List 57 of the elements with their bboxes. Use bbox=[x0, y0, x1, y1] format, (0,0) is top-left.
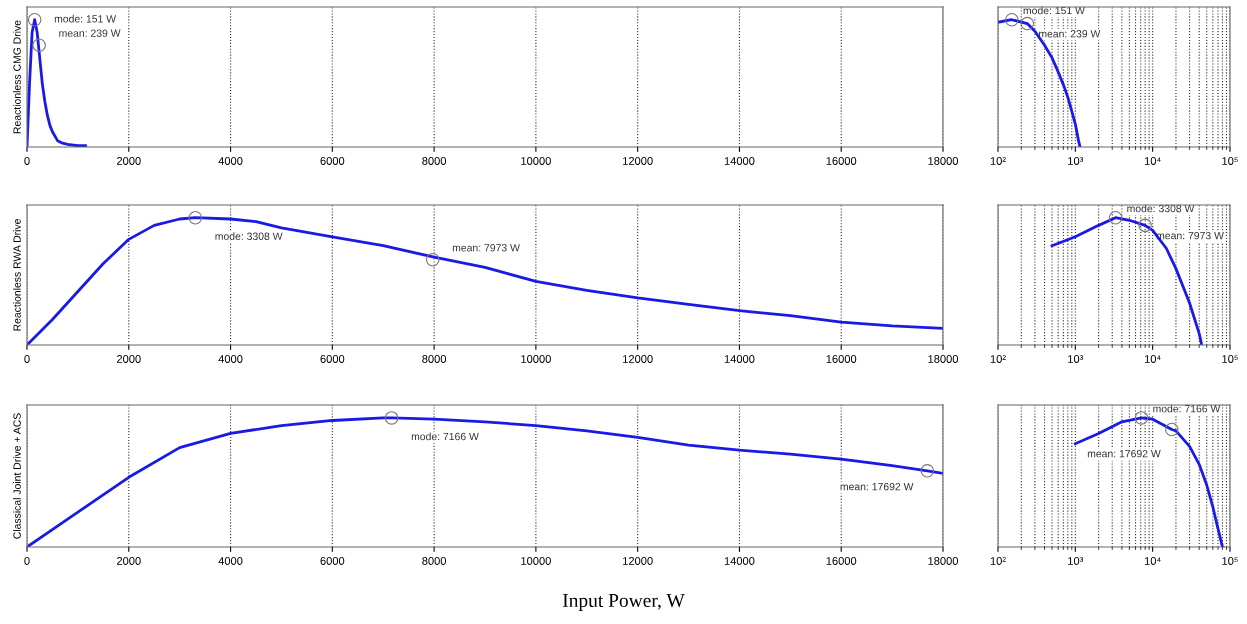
x-tick-label: 4000 bbox=[218, 157, 243, 165]
x-tick-label: 4000 bbox=[218, 355, 243, 363]
x-tick-label: 10³ bbox=[1068, 157, 1084, 165]
annotation: mean: 239 W bbox=[1039, 30, 1101, 38]
x-tick-label: 10⁴ bbox=[1144, 355, 1161, 363]
x-tick-label: 10³ bbox=[1068, 355, 1084, 363]
x-tick-label: 10000 bbox=[521, 557, 551, 565]
annotation: mean: 7973 W bbox=[452, 244, 520, 252]
x-tick-label: 0 bbox=[24, 557, 30, 565]
x-tick-label: 14000 bbox=[724, 557, 755, 565]
x-tick-label: 10⁴ bbox=[1144, 157, 1161, 165]
annotation: mode: 7166 W bbox=[1153, 404, 1221, 413]
annotation: mode: 3308 W bbox=[1127, 204, 1195, 213]
x-tick-label: 2000 bbox=[116, 355, 141, 363]
x-tick-label: 10² bbox=[990, 157, 1006, 165]
x-tick-label: 14000 bbox=[724, 355, 755, 363]
x-tick-label: 0 bbox=[24, 355, 30, 363]
x-tick-label: 14000 bbox=[724, 157, 755, 165]
x-tick-label: 16000 bbox=[826, 157, 857, 165]
x-tick-label: 18000 bbox=[928, 557, 959, 565]
x-tick-label: 6000 bbox=[320, 157, 345, 165]
x-tick-label: 10⁵ bbox=[1222, 355, 1238, 363]
x-tick-label: 8000 bbox=[422, 355, 447, 363]
annotation: mode: 7166 W bbox=[411, 432, 479, 441]
x-tick-label: 10000 bbox=[521, 157, 551, 165]
x-tick-label: 18000 bbox=[928, 355, 959, 363]
x-tick-label: 2000 bbox=[116, 557, 141, 565]
x-tick-label: 18000 bbox=[928, 157, 959, 165]
y-axis-title: Reactionless RWA Drive bbox=[13, 219, 21, 331]
x-tick-label: 6000 bbox=[320, 557, 345, 565]
x-tick-label: 10³ bbox=[1068, 557, 1084, 565]
x-tick-label: 10⁴ bbox=[1144, 557, 1161, 565]
x-tick-label: 10² bbox=[990, 355, 1006, 363]
y-axis-title: Classical Joint Drive + ACS bbox=[13, 413, 21, 539]
x-tick-label: 10⁵ bbox=[1222, 157, 1238, 165]
annotation: mean: 17692 W bbox=[1087, 449, 1161, 458]
x-tick-label: 6000 bbox=[320, 355, 345, 363]
annotation: mean: 17692 W bbox=[840, 482, 914, 491]
x-tick-label: 0 bbox=[24, 157, 30, 165]
x-tick-label: 12000 bbox=[623, 157, 653, 165]
x-tick-label: 12000 bbox=[623, 557, 653, 565]
annotation: mean: 239 W bbox=[59, 29, 121, 37]
annotation: mode: 151 W bbox=[54, 14, 117, 23]
x-tick-label: 2000 bbox=[116, 157, 141, 165]
x-tick-label: 4000 bbox=[218, 557, 243, 565]
x-tick-label: 8000 bbox=[422, 157, 447, 165]
annotation: mode: 151 W bbox=[1023, 6, 1085, 15]
x-tick-label: 10² bbox=[990, 557, 1006, 565]
x-axis-title: Input Power, W bbox=[562, 594, 685, 611]
x-tick-label: 8000 bbox=[422, 557, 447, 565]
x-tick-label: 10⁵ bbox=[1222, 557, 1238, 565]
x-tick-label: 16000 bbox=[826, 557, 857, 565]
y-axis-title: Reactionless CMG Drive bbox=[13, 20, 21, 134]
annotation: mode: 3308 W bbox=[215, 232, 283, 240]
x-tick-label: 10000 bbox=[521, 355, 551, 363]
x-tick-label: 12000 bbox=[623, 355, 653, 363]
x-tick-label: 16000 bbox=[826, 355, 857, 363]
